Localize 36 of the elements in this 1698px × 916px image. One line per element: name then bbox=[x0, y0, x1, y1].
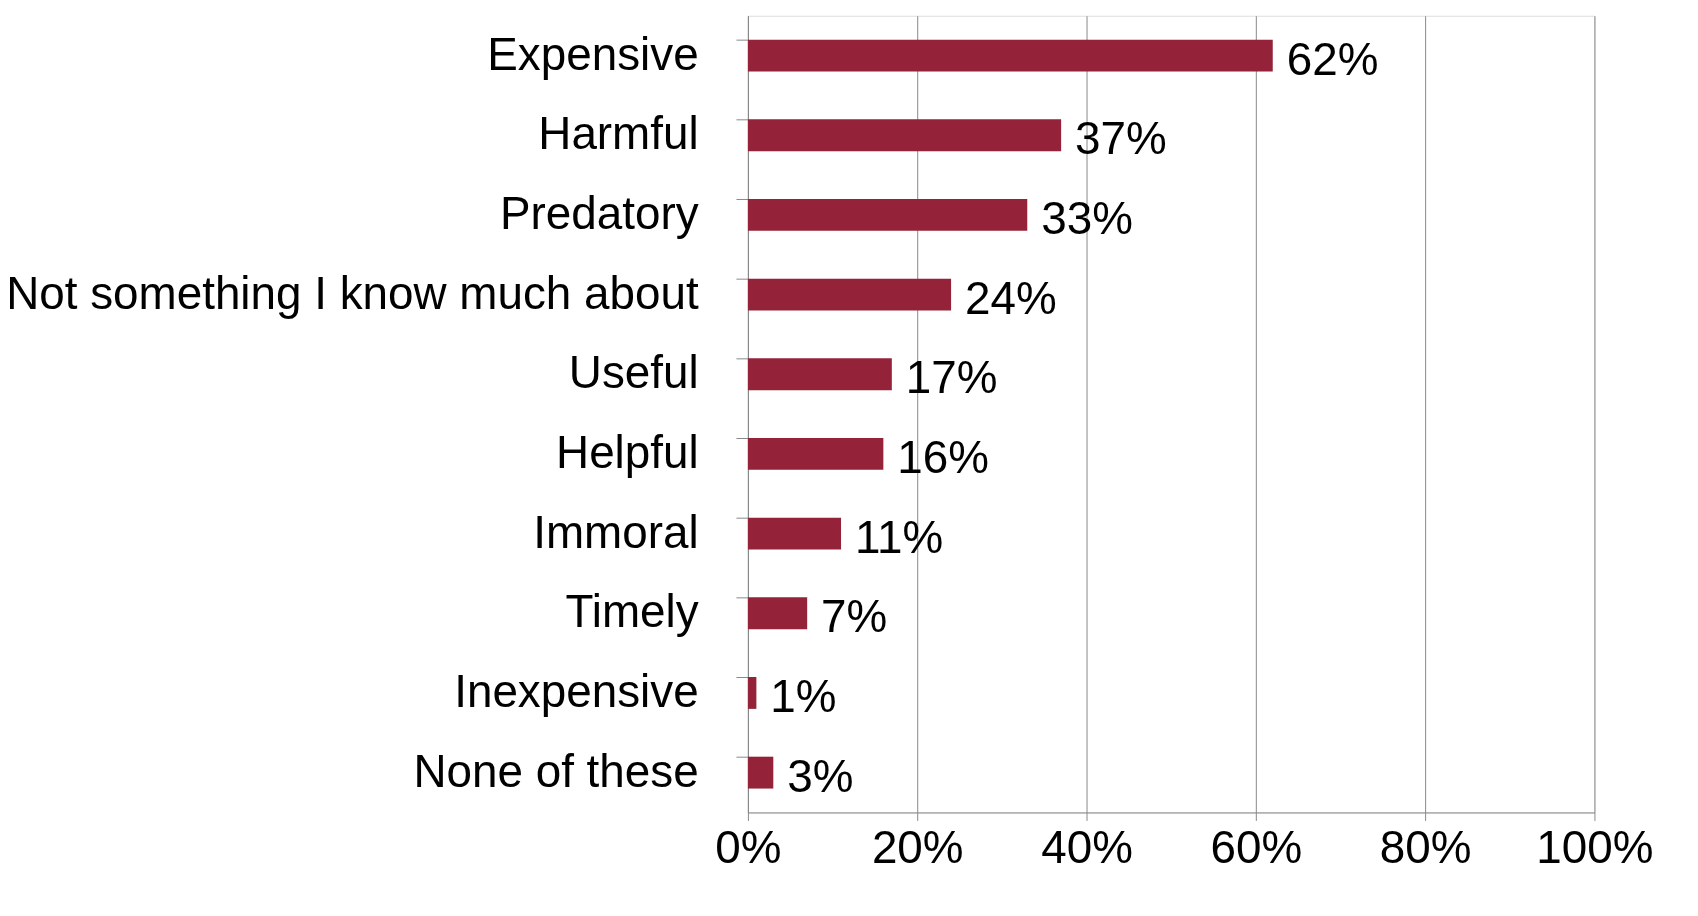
x-tick-label: 0% bbox=[715, 821, 782, 873]
y-tick-label: Not something I know much about bbox=[6, 267, 699, 319]
bar bbox=[747, 677, 757, 709]
bar bbox=[747, 438, 884, 470]
data-label: 37% bbox=[1075, 113, 1167, 165]
data-label: 3% bbox=[787, 750, 854, 802]
bar bbox=[747, 597, 808, 630]
y-tick-label: Inexpensive bbox=[454, 665, 699, 717]
bar bbox=[747, 358, 892, 391]
y-tick-label: None of these bbox=[413, 745, 699, 797]
x-tick-label: 60% bbox=[1210, 821, 1303, 873]
x-tick-label: 100% bbox=[1536, 821, 1654, 873]
y-tick-label: Useful bbox=[568, 347, 699, 399]
data-label: 24% bbox=[965, 272, 1057, 324]
bar bbox=[747, 517, 842, 550]
data-label: 11% bbox=[854, 511, 944, 563]
bar bbox=[747, 278, 952, 311]
x-tick-label: 20% bbox=[871, 821, 964, 873]
data-label: 33% bbox=[1041, 192, 1133, 244]
data-label: 17% bbox=[905, 352, 998, 404]
y-tick-label: Harmful bbox=[538, 108, 699, 160]
data-label: 7% bbox=[821, 591, 888, 643]
data-label: 62% bbox=[1286, 33, 1379, 85]
x-tick-label: 80% bbox=[1379, 821, 1472, 873]
y-tick-label: Predatory bbox=[500, 187, 699, 239]
y-tick-label: Helpful bbox=[556, 426, 699, 478]
y-tick-label: Timely bbox=[565, 586, 699, 638]
bar bbox=[747, 119, 1062, 152]
data-label: 16% bbox=[897, 431, 989, 483]
y-tick-label: Expensive bbox=[487, 28, 699, 80]
data-label: 1% bbox=[770, 670, 837, 722]
bar bbox=[747, 39, 1273, 72]
bar bbox=[747, 198, 1028, 231]
y-tick-label: Immoral bbox=[533, 506, 699, 558]
bar bbox=[747, 756, 774, 789]
x-tick-label: 40% bbox=[1041, 821, 1133, 873]
